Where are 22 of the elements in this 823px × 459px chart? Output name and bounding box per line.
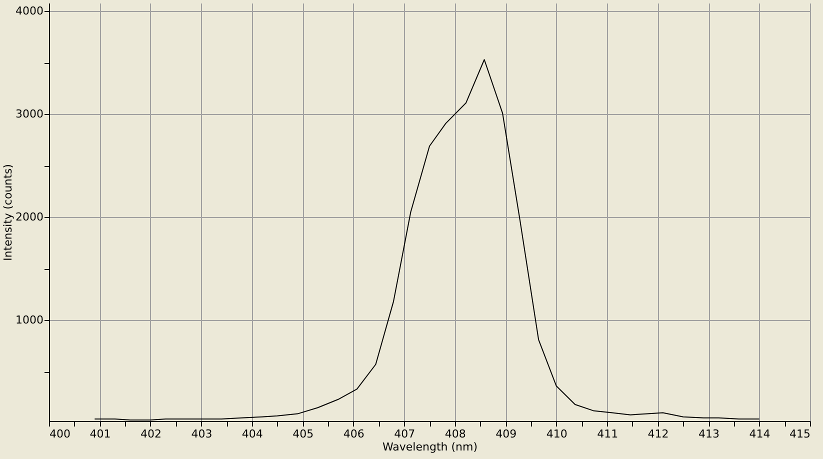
x-tick-label: 409	[496, 428, 517, 440]
x-tick-label: 403	[191, 428, 212, 440]
x-tick-label: 408	[444, 428, 466, 440]
x-tick-label: 411	[597, 428, 618, 440]
x-axis-title: Wavelength (nm)	[382, 440, 478, 454]
y-tick-label: 2000	[16, 210, 44, 224]
y-axis-title: Intensity (counts)	[2, 164, 15, 261]
y-tick-label: 1000	[16, 314, 44, 327]
y-tick-label: 3000	[16, 108, 44, 121]
x-tick-label: 415	[790, 428, 810, 440]
x-tick-label: 400	[50, 428, 70, 440]
x-tick-label: 406	[343, 428, 364, 440]
x-tick-label: 402	[140, 428, 162, 440]
y-tick-label: 4000	[16, 4, 44, 18]
x-tick-label: 405	[292, 428, 314, 440]
x-tick-label: 407	[394, 428, 416, 440]
x-tick-label: 414	[749, 428, 770, 440]
x-tick-label: 412	[648, 428, 669, 440]
x-tick-label: 401	[90, 428, 111, 440]
x-tick-label: 413	[698, 428, 720, 440]
x-tick-label: 404	[242, 428, 263, 440]
x-tick-label: 410	[546, 428, 568, 440]
